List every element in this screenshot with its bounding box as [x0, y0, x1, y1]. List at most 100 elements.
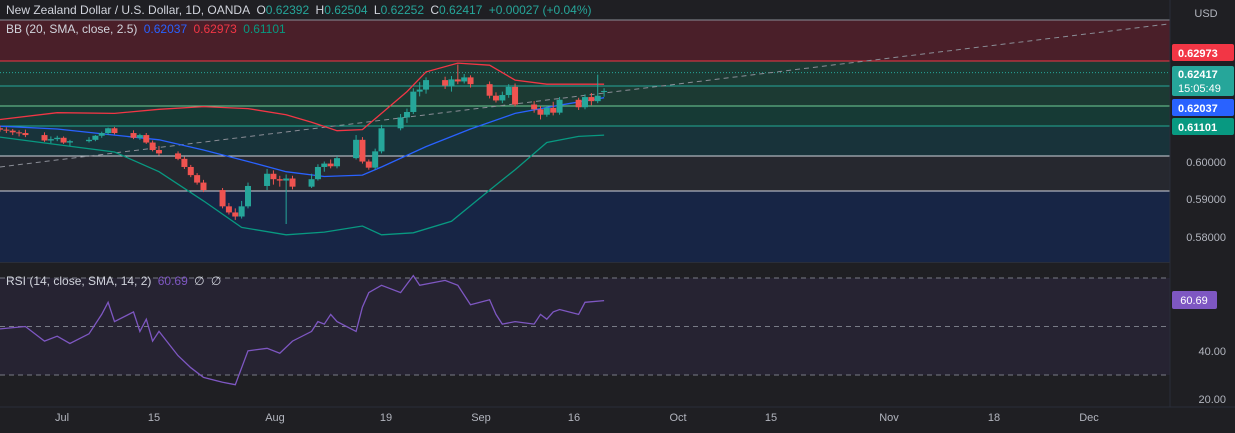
- candle-body: [219, 190, 226, 207]
- candle-body: [365, 161, 372, 168]
- candle: [98, 131, 105, 138]
- rsi-legend[interactable]: RSI (14, close, SMA, 14, 2) 60.69 ∅ ∅: [6, 274, 224, 288]
- candle-body: [594, 95, 601, 102]
- candle: [492, 92, 499, 103]
- basis-price-tag: [1172, 99, 1234, 116]
- rsi-levels: [0, 277, 1170, 376]
- bollinger-basis-line: [0, 97, 605, 178]
- candle: [155, 145, 162, 156]
- candle-body: [66, 141, 73, 143]
- time-tick-18: 18: [988, 412, 1000, 424]
- teal-zone[interactable]: [0, 126, 1170, 156]
- candle-body: [492, 95, 499, 101]
- candle: [276, 175, 283, 187]
- price-scale[interactable]: [1170, 0, 1235, 433]
- candle: [41, 132, 48, 142]
- candle: [111, 126, 118, 135]
- candle-body: [397, 117, 404, 129]
- symbol-title[interactable]: New Zealand Dollar / U.S. Dollar, 1D, OA…: [6, 3, 251, 17]
- candle-body: [467, 77, 474, 85]
- candle: [143, 133, 150, 144]
- candle: [149, 140, 156, 152]
- low-value: 0.62252: [380, 3, 424, 17]
- change-value: +0.00027 (+0.04%): [488, 3, 592, 17]
- low-label: L: [373, 3, 381, 17]
- candle-body: [410, 91, 417, 112]
- candle-body: [60, 137, 67, 143]
- candle: [448, 76, 455, 92]
- time-tick-19: 19: [380, 412, 392, 424]
- support-zone[interactable]: [0, 191, 1170, 262]
- candle-body: [200, 182, 207, 191]
- price-tick-1: 0.59000: [1186, 194, 1226, 206]
- candle: [467, 75, 474, 88]
- gray-zone[interactable]: [0, 156, 1170, 191]
- time-tick-15: 15: [148, 412, 160, 424]
- candle-body: [512, 86, 519, 105]
- rsi-legend-extra-1: ∅: [194, 274, 205, 288]
- candle-body: [155, 150, 162, 154]
- candle: [353, 135, 360, 160]
- candle: [130, 130, 137, 140]
- candle: [461, 73, 468, 84]
- candle: [416, 82, 423, 97]
- candle: [537, 105, 544, 120]
- candle-body: [264, 173, 271, 186]
- candle-body: [92, 135, 99, 140]
- candle-body: [556, 99, 563, 113]
- candle-body: [531, 104, 538, 110]
- candle-body: [105, 128, 112, 134]
- candle: [378, 124, 385, 154]
- candle: [531, 101, 538, 113]
- candle: [410, 88, 417, 115]
- candle: [512, 83, 519, 107]
- bb-legend-label: BB (20, SMA, close, 2.5): [6, 22, 138, 36]
- candle-body: [314, 166, 321, 180]
- last-price-tag-text: 0.62417: [1178, 69, 1218, 81]
- candle-body: [461, 77, 468, 82]
- candle-body: [448, 79, 455, 86]
- time-tick-sep: Sep: [471, 412, 491, 424]
- candle-body: [372, 151, 379, 168]
- candle: [442, 76, 449, 89]
- candle: [334, 156, 341, 169]
- time-tick-16: 16: [568, 412, 580, 424]
- candle: [54, 135, 61, 142]
- rsi-tick-0: 40.00: [1198, 346, 1226, 358]
- candle: [372, 148, 379, 170]
- symbol-legend[interactable]: New Zealand Dollar / U.S. Dollar, 1D, OA…: [6, 3, 595, 17]
- rsi-legend-label: RSI (14, close, SMA, 14, 2): [6, 274, 152, 288]
- candle: [22, 129, 29, 138]
- time-scale[interactable]: [0, 407, 1235, 433]
- candle: [486, 81, 493, 99]
- candle-body: [276, 179, 283, 181]
- time-ticks: Jul 15 Aug 19 Sep 16 Oct 15 Nov 18 Dec: [55, 412, 1099, 424]
- candle: [550, 101, 557, 116]
- candle-body: [194, 175, 201, 183]
- last-price-tag: [1172, 66, 1234, 96]
- time-tick-nov: Nov: [879, 412, 899, 424]
- upper-band-price-tag-text: 0.62973: [1178, 48, 1218, 60]
- close-value: 0.62417: [439, 3, 483, 17]
- bb-legend[interactable]: BB (20, SMA, close, 2.5) 0.62037 0.62973…: [6, 22, 289, 36]
- candle-body: [543, 107, 550, 115]
- candle-body: [403, 111, 410, 118]
- candle: [181, 156, 188, 170]
- candle: [264, 169, 271, 191]
- candle-body: [588, 97, 595, 102]
- time-tick-aug: Aug: [265, 412, 285, 424]
- lower-band-price-tag-text: 0.61101: [1178, 122, 1217, 134]
- pane-separator[interactable]: [0, 262, 1170, 263]
- mid-green-zone[interactable]: [0, 106, 1170, 126]
- candle-body: [143, 135, 150, 143]
- candle: [403, 108, 410, 123]
- candle-body: [359, 139, 366, 162]
- rsi-value-tag-text: 60.69: [1180, 295, 1208, 307]
- resistance-zone[interactable]: [0, 20, 1170, 61]
- rsi-legend-value: 60.69: [157, 274, 188, 288]
- candle-body: [232, 212, 239, 217]
- candle-body: [334, 158, 341, 167]
- candle: [9, 128, 16, 136]
- candle-body: [54, 137, 61, 140]
